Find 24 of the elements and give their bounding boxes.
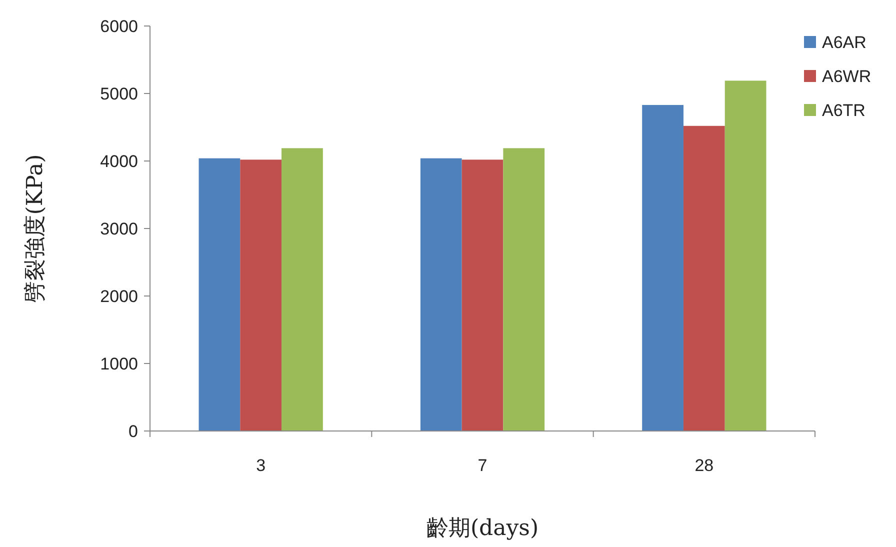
bar (462, 160, 504, 431)
x-axis-title: 齡期(days) (426, 516, 539, 541)
y-tick-label: 2000 (100, 287, 138, 306)
x-tick-label: 7 (478, 456, 488, 475)
legend-label: A6WR (822, 67, 872, 86)
bar (503, 148, 545, 431)
bar (642, 104, 684, 431)
bar (240, 160, 282, 431)
legend-label: A6AR (822, 33, 866, 52)
y-tick-label: 6000 (100, 17, 138, 36)
y-tick-label: 3000 (100, 220, 138, 238)
y-tick-label: 5000 (100, 84, 138, 104)
bar (420, 158, 462, 431)
bar (282, 148, 323, 431)
bar (198, 158, 240, 431)
y-axis-title: 劈裂強度(KPa) (23, 154, 48, 303)
y-tick-label: 0 (128, 422, 138, 441)
legend-label: A6TR (822, 101, 866, 120)
bar (724, 80, 766, 431)
x-tick-label: 3 (256, 456, 266, 475)
bar (683, 126, 725, 431)
x-tick-label: 28 (694, 456, 714, 475)
y-tick-label: 1000 (100, 354, 138, 374)
y-tick-label: 4000 (100, 152, 138, 171)
